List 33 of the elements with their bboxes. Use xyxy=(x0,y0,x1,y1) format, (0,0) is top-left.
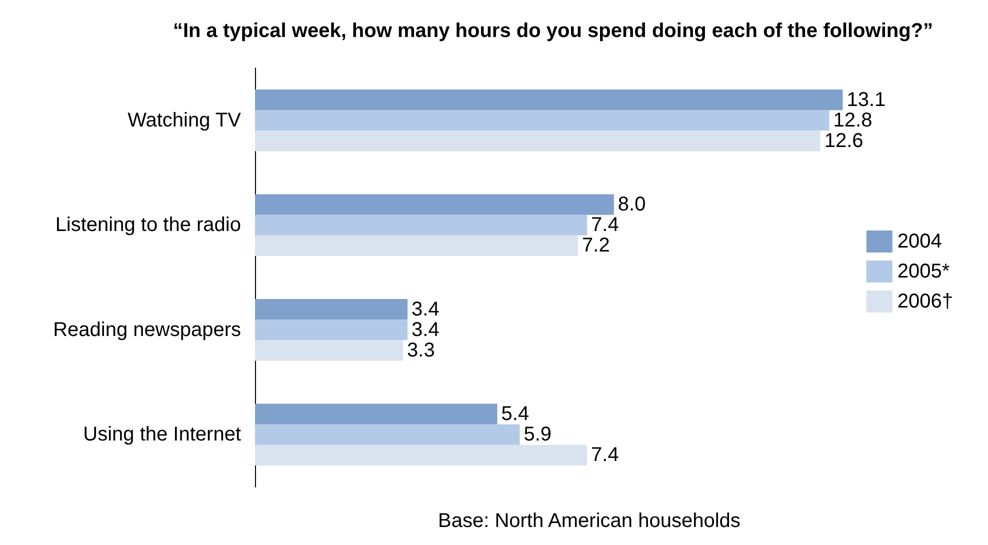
data-label: 7.2 xyxy=(582,234,610,257)
data-label: 5.4 xyxy=(501,403,530,426)
data-label: 3.4 xyxy=(412,318,440,341)
data-label: 3.3 xyxy=(407,339,435,362)
bar xyxy=(255,235,578,256)
bar xyxy=(255,404,498,424)
bar xyxy=(255,340,404,361)
data-label: 3.4 xyxy=(412,298,440,320)
y-tick-label: Using the Internet xyxy=(83,424,242,446)
y-tick-label: Listening to the radio xyxy=(55,214,241,236)
text: Base: North American households xyxy=(438,510,740,532)
data-label: 7.4 xyxy=(591,444,619,466)
bar xyxy=(255,214,588,236)
chart-title: “In a typical week, how many hours do you spend doing each of the following?” xyxy=(172,20,934,42)
bar xyxy=(255,194,614,215)
data-label: 8.0 xyxy=(618,194,646,216)
bar xyxy=(255,130,820,152)
legend-label: 2005* xyxy=(897,260,950,282)
data-label: 12.8 xyxy=(833,109,872,132)
y-tick-label: Reading newspapers xyxy=(53,318,241,341)
bar xyxy=(255,110,830,131)
data-label: 12.6 xyxy=(824,130,864,152)
data-label: 5.9 xyxy=(524,424,552,446)
data-label: 7.4 xyxy=(591,214,619,236)
bar xyxy=(255,89,843,110)
legend-label: 2006† xyxy=(897,290,954,312)
bar xyxy=(255,424,520,445)
data-label: 13.1 xyxy=(846,88,886,111)
bar xyxy=(255,298,408,320)
bar xyxy=(255,320,408,340)
y-tick-label: Watching TV xyxy=(128,109,242,132)
legend-label: 2004 xyxy=(897,230,942,252)
bar xyxy=(255,444,588,466)
